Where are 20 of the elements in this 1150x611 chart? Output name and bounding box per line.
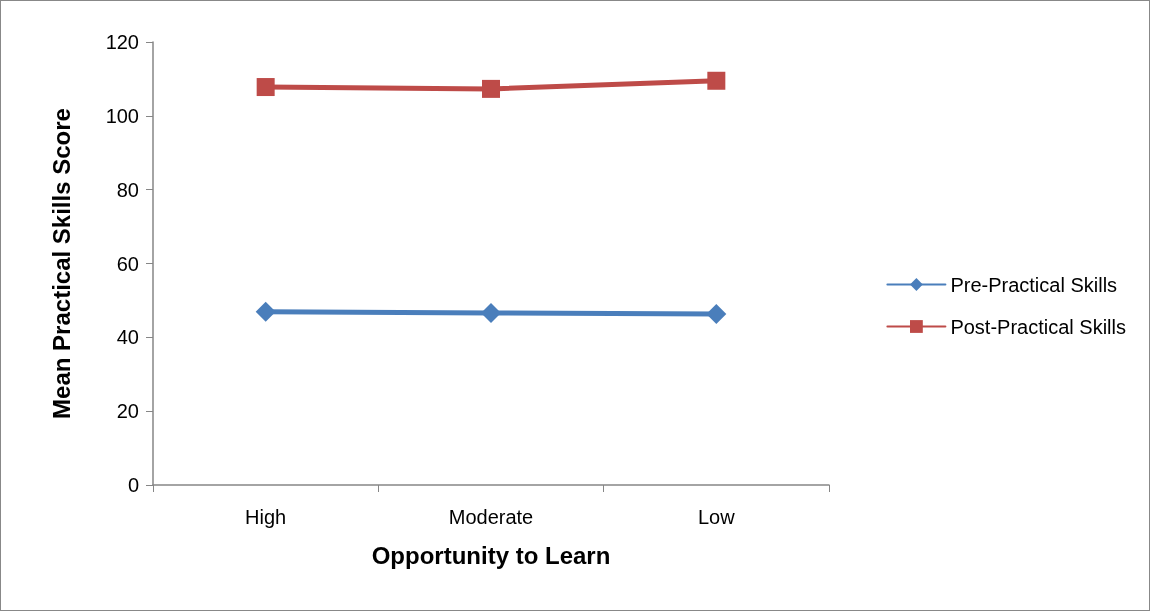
y-tick-label: 100 <box>105 104 139 127</box>
y-tick-label: 40 <box>116 326 139 349</box>
y-tick-label: 60 <box>116 252 139 275</box>
point <box>482 79 500 98</box>
x-tick-label: Moderate <box>448 506 534 528</box>
y-tick-label: 120 <box>105 31 139 53</box>
y-axis-title: Mean Practical Skills Score <box>47 108 75 419</box>
y-tick-label: 0 <box>127 474 139 496</box>
x-tick-label: High <box>245 506 287 528</box>
point <box>481 302 501 323</box>
point <box>255 301 276 322</box>
x-tick-label: Low <box>697 506 736 528</box>
point <box>707 71 726 90</box>
point <box>256 78 275 97</box>
y-tick-label: 20 <box>116 400 139 423</box>
x-axis-title: Opportunity to Learn <box>371 541 611 569</box>
point <box>706 304 727 325</box>
y-tick-label: 80 <box>116 178 139 201</box>
legend-label: Post-Practical Skills <box>950 315 1127 338</box>
legend-label: Pre-Practical Skills <box>950 273 1118 296</box>
